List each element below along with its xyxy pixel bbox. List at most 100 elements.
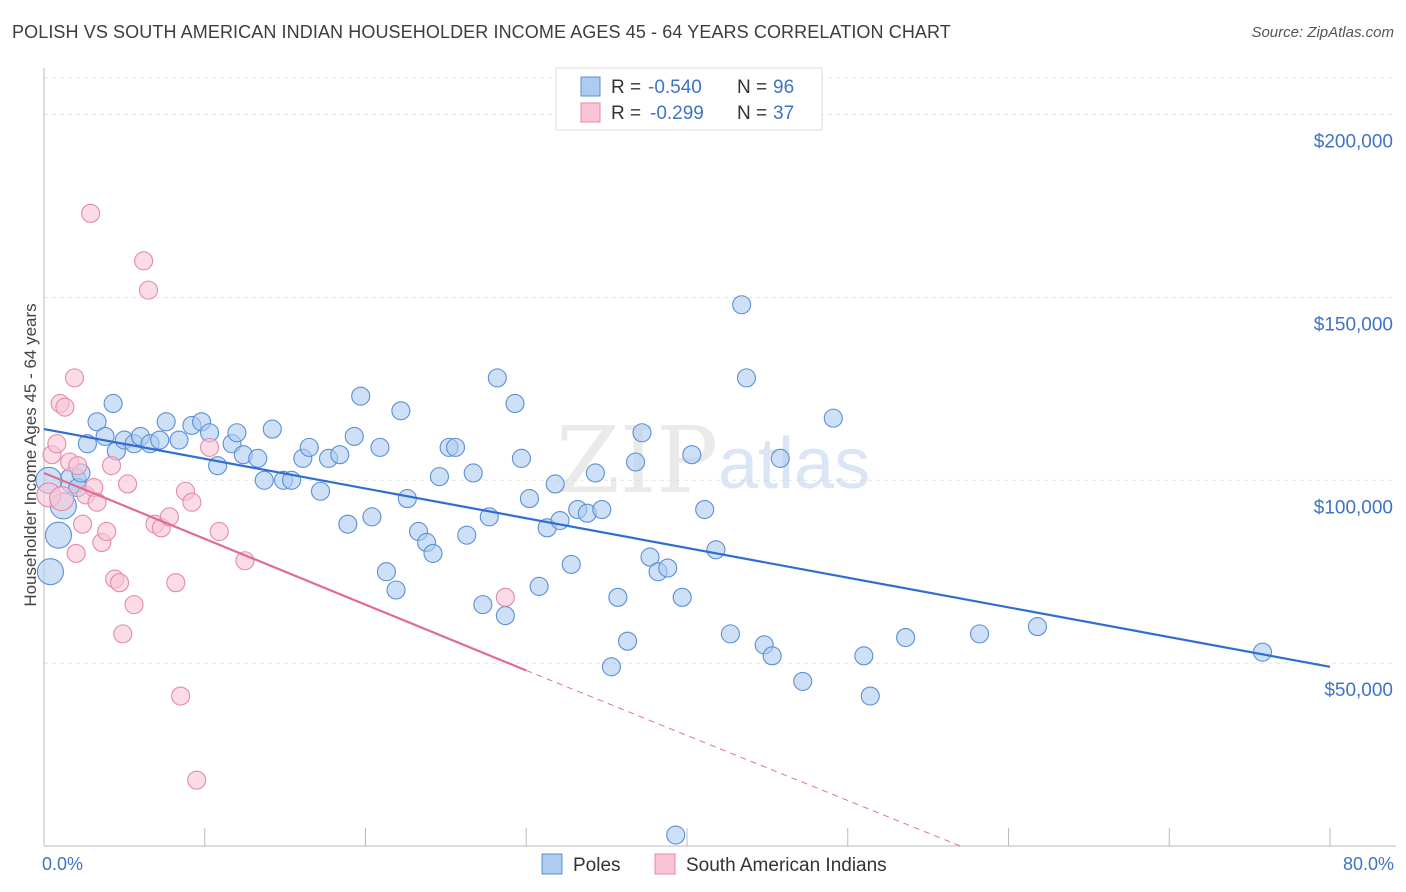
data-point-south-american-indians xyxy=(134,251,154,271)
stats-legend: R = -0.540 N = 96 R = -0.299 N = 37 xyxy=(555,67,823,131)
data-point-poles xyxy=(1027,617,1047,637)
data-point-south-american-indians xyxy=(97,521,117,542)
data-point-poles xyxy=(970,624,990,644)
data-point-poles xyxy=(103,393,123,414)
data-point-poles xyxy=(457,525,477,545)
stats-legend-swatch-poles xyxy=(580,76,601,97)
data-point-south-american-indians xyxy=(55,397,75,417)
data-point-poles xyxy=(386,580,406,600)
data-point-south-american-indians xyxy=(101,456,122,476)
data-point-south-american-indians xyxy=(182,492,202,512)
y-axis-label: Householder Income Ages 45 - 64 years xyxy=(21,303,40,606)
data-point-poles xyxy=(77,434,97,454)
stats-n-label-poles: N = xyxy=(737,77,767,98)
data-point-poles xyxy=(487,368,507,388)
data-point-south-american-indians xyxy=(113,624,133,644)
stats-n-value-sai: 37 xyxy=(773,103,794,124)
data-point-poles xyxy=(658,558,678,578)
data-point-poles xyxy=(592,499,612,520)
bottom-legend: Poles South American Indians xyxy=(541,853,887,876)
data-point-poles xyxy=(351,386,371,406)
data-point-poles xyxy=(344,426,364,446)
data-point-poles xyxy=(770,448,790,468)
data-point-poles xyxy=(330,445,350,465)
data-point-poles xyxy=(338,514,358,534)
data-point-poles xyxy=(640,547,660,567)
data-point-poles xyxy=(445,437,466,457)
data-point-south-american-indians xyxy=(171,686,191,706)
y-tick-label: $50,000 xyxy=(1324,680,1393,701)
data-point-south-american-indians xyxy=(87,492,107,512)
stats-r-value-poles: -0.540 xyxy=(648,77,702,98)
data-point-south-american-indians xyxy=(187,770,207,790)
data-point-poles xyxy=(736,368,757,388)
data-point-poles xyxy=(706,540,726,560)
grid-layer xyxy=(44,77,1396,664)
data-point-poles xyxy=(545,474,565,494)
data-point-south-american-indians xyxy=(66,543,86,563)
legend-swatch-poles xyxy=(541,853,563,875)
data-point-poles xyxy=(169,430,189,450)
data-point-south-american-indians xyxy=(73,514,93,534)
data-point-south-american-indians xyxy=(495,587,515,607)
data-point-poles xyxy=(463,463,483,483)
data-point-poles xyxy=(793,671,813,691)
data-point-poles xyxy=(391,401,411,421)
data-point-poles xyxy=(156,412,176,432)
data-point-poles xyxy=(87,412,107,432)
data-point-poles xyxy=(626,452,646,472)
data-point-poles xyxy=(495,606,515,626)
data-point-south-american-indians xyxy=(64,368,85,388)
data-point-poles xyxy=(511,448,531,468)
data-point-poles xyxy=(617,631,638,651)
data-point-poles xyxy=(561,554,581,574)
data-point-poles xyxy=(227,423,247,443)
trend-layer xyxy=(43,428,1331,847)
x-tick-label: 80.0% xyxy=(1343,854,1394,874)
data-point-poles xyxy=(682,445,702,465)
data-point-south-american-indians xyxy=(110,573,130,593)
data-point-poles xyxy=(376,562,396,582)
data-point-south-american-indians xyxy=(200,437,220,457)
data-point-south-american-indians xyxy=(81,203,101,223)
trendline-south-american-indians xyxy=(43,471,527,672)
data-point-poles xyxy=(762,646,782,666)
data-point-poles xyxy=(608,587,628,607)
data-point-poles xyxy=(666,825,686,845)
stats-r-label-sai: R = xyxy=(611,103,641,124)
data-point-poles xyxy=(720,624,740,644)
stats-r-value-sai: -0.299 xyxy=(650,103,704,124)
data-point-south-american-indians xyxy=(47,434,67,454)
tick-labels: $50,000 $100,000 $150,000 $200,000 0.0% 80.0% xyxy=(42,132,1394,874)
data-point-poles xyxy=(505,393,525,414)
data-point-poles xyxy=(473,595,493,615)
data-point-poles xyxy=(150,430,170,450)
y-tick-label: $100,000 xyxy=(1314,497,1393,518)
legend-swatch-sai xyxy=(654,853,676,875)
data-point-poles xyxy=(248,448,268,468)
data-point-poles xyxy=(429,467,449,487)
data-point-poles xyxy=(695,499,715,520)
chart-title: POLISH VS SOUTH AMERICAN INDIAN HOUSEHOL… xyxy=(12,22,951,42)
y-tick-label: $200,000 xyxy=(1314,132,1393,153)
stats-legend-swatch-sai xyxy=(580,102,601,123)
stats-r-label-poles: R = xyxy=(611,77,641,98)
data-point-poles xyxy=(254,470,274,490)
data-point-poles xyxy=(732,295,752,315)
legend-label-sai: South American Indians xyxy=(686,855,887,876)
trendline-extension xyxy=(526,669,961,847)
data-point-south-american-indians xyxy=(166,573,186,593)
data-point-poles xyxy=(362,507,382,527)
data-point-south-american-indians xyxy=(118,474,138,494)
data-point-poles xyxy=(310,481,331,501)
data-point-poles xyxy=(44,521,73,549)
data-point-poles xyxy=(550,510,570,531)
data-point-poles xyxy=(397,489,417,509)
data-point-poles xyxy=(299,437,319,457)
data-point-poles xyxy=(529,576,549,596)
watermark: ZIP atlas xyxy=(556,407,870,514)
watermark-atlas: atlas xyxy=(718,424,870,504)
data-point-poles xyxy=(601,657,621,677)
source-label: Source: ZipAtlas.com xyxy=(1251,24,1394,41)
